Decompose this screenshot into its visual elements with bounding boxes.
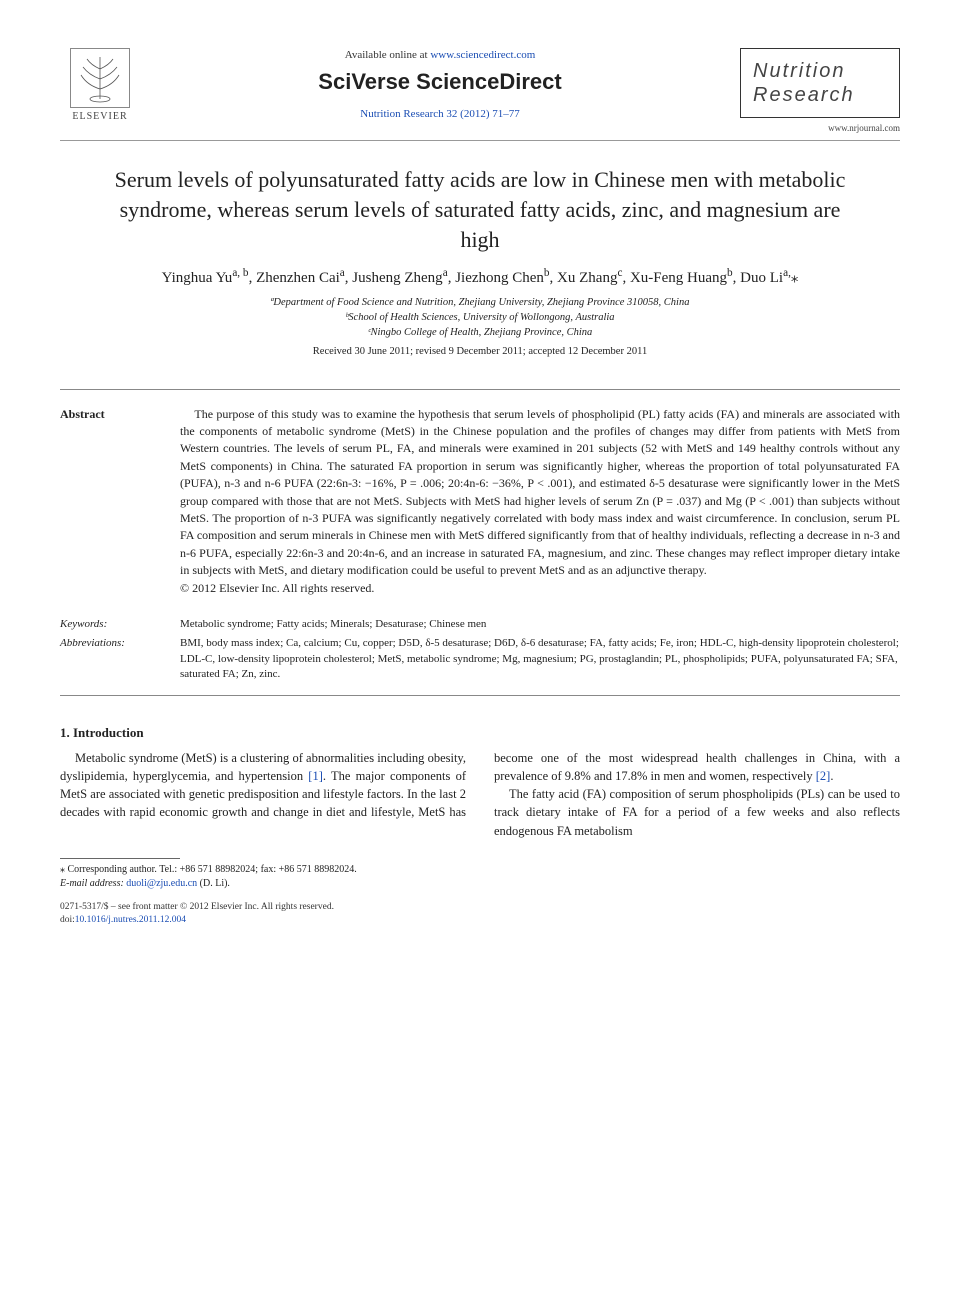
publisher-logo-block: ELSEVIER (60, 48, 140, 124)
abbreviations-label: Abbreviations: (60, 636, 180, 682)
corr-author-line: ⁎ Corresponding author. Tel.: +86 571 88… (60, 863, 900, 877)
journal-url[interactable]: www.nrjournal.com (740, 122, 900, 134)
intro-para-2: The fatty acid (FA) composition of serum… (494, 785, 900, 839)
journal-reference[interactable]: Nutrition Research 32 (2012) 71–77 (150, 107, 730, 122)
publisher-name: ELSEVIER (72, 110, 127, 124)
affiliation-a: ªDepartment of Food Science and Nutritio… (60, 296, 900, 311)
footnote-separator (60, 858, 180, 859)
abstract-text: The purpose of this study was to examine… (180, 406, 900, 597)
article-header: ELSEVIER Available online at www.science… (60, 48, 900, 141)
front-matter-copyright: 0271-5317/$ – see front matter © 2012 El… (60, 901, 900, 914)
abbreviations-text: BMI, body mass index; Ca, calcium; Cu, c… (180, 636, 900, 682)
affiliation-b: ᵇSchool of Health Sciences, University o… (60, 311, 900, 326)
doi-line: doi:10.1016/j.nutres.2011.12.004 (60, 914, 900, 927)
journal-title-line1: Nutrition (753, 59, 887, 83)
corr-email-link[interactable]: duoli@zju.edu.cn (126, 878, 197, 889)
ref-link-1[interactable]: [1] (308, 769, 323, 783)
elsevier-tree-icon (70, 48, 130, 108)
authors-line: Yinghua Yua, b, Zhenzhen Caia, Jusheng Z… (60, 266, 900, 288)
header-center: Available online at www.sciencedirect.co… (140, 48, 740, 121)
journal-box-wrapper: Nutrition Research www.nrjournal.com (740, 48, 900, 134)
journal-title-line2: Research (753, 83, 887, 107)
platform-name: SciVerse ScienceDirect (150, 67, 730, 97)
intro-p1-c: . (830, 769, 833, 783)
corr-email-line: E-mail address: duoli@zju.edu.cn (D. Li)… (60, 877, 900, 891)
corresponding-author-footnote: ⁎ Corresponding author. Tel.: +86 571 88… (60, 863, 900, 891)
available-prefix: Available online at (345, 49, 431, 61)
sciencedirect-link[interactable]: www.sciencedirect.com (430, 49, 535, 61)
available-online-line: Available online at www.sciencedirect.co… (150, 48, 730, 63)
abbreviations-row: Abbreviations: BMI, body mass index; Ca,… (60, 636, 900, 682)
abstract-block: Abstract The purpose of this study was t… (60, 406, 900, 609)
affiliations: ªDepartment of Food Science and Nutritio… (60, 296, 900, 340)
abstract-label: Abstract (60, 406, 180, 597)
divider-bottom (60, 695, 900, 696)
ref-link-2[interactable]: [2] (816, 769, 831, 783)
journal-title-box: Nutrition Research (740, 48, 900, 118)
keywords-text: Metabolic syndrome; Fatty acids; Mineral… (180, 617, 900, 632)
email-suffix: (D. Li). (197, 878, 230, 889)
divider-top (60, 389, 900, 390)
affiliation-c: ᶜNingbo College of Health, Zhejiang Prov… (60, 326, 900, 341)
article-title: Serum levels of polyunsaturated fatty ac… (100, 165, 860, 254)
abstract-body: The purpose of this study was to examine… (180, 406, 900, 580)
keywords-label: Keywords: (60, 617, 180, 632)
section-heading-intro: 1. Introduction (60, 724, 900, 742)
keywords-row: Keywords: Metabolic syndrome; Fatty acid… (60, 617, 900, 632)
intro-columns: Metabolic syndrome (MetS) is a clusterin… (60, 749, 900, 840)
abstract-copyright: © 2012 Elsevier Inc. All rights reserved… (180, 580, 900, 597)
article-dates: Received 30 June 2011; revised 9 Decembe… (60, 345, 900, 359)
doi-link[interactable]: 10.1016/j.nutres.2011.12.004 (75, 915, 186, 925)
doi-label: doi: (60, 915, 75, 925)
email-label: E-mail address: (60, 878, 126, 889)
